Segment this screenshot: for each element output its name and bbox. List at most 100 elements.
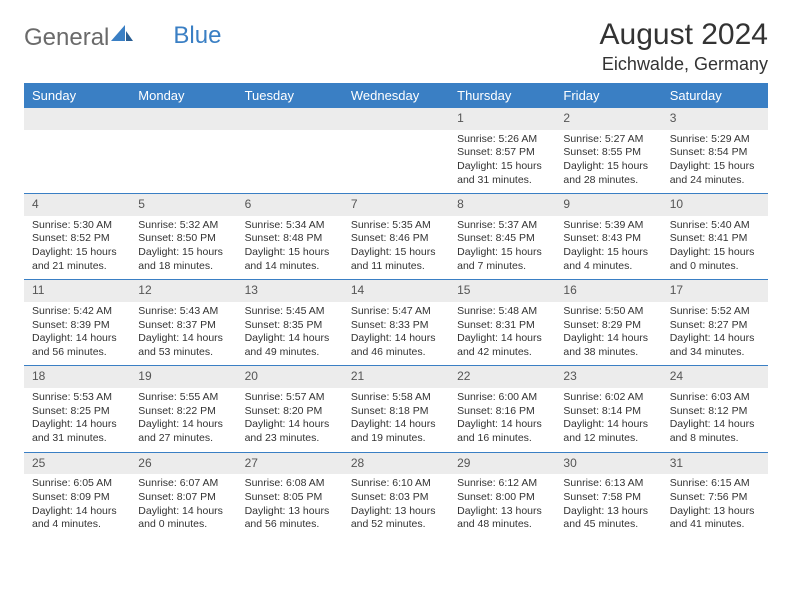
sunrise-line: Sunrise: 6:15 AM <box>670 477 760 491</box>
sunset-line: Sunset: 8:33 PM <box>351 319 441 333</box>
day-number-cell: 15 <box>449 280 555 302</box>
day-content-cell: Sunrise: 5:58 AMSunset: 8:18 PMDaylight:… <box>343 388 449 452</box>
day-number-cell: 12 <box>130 280 236 302</box>
sunset-line: Sunset: 8:25 PM <box>32 405 122 419</box>
daylight-line: Daylight: 15 hours and 11 minutes. <box>351 246 441 273</box>
day-content-cell: Sunrise: 6:00 AMSunset: 8:16 PMDaylight:… <box>449 388 555 452</box>
sunrise-line: Sunrise: 5:29 AM <box>670 133 760 147</box>
sunset-line: Sunset: 8:18 PM <box>351 405 441 419</box>
sunrise-line: Sunrise: 5:47 AM <box>351 305 441 319</box>
day-number-cell: 19 <box>130 366 236 388</box>
day-number-cell: 17 <box>662 280 768 302</box>
sunset-line: Sunset: 8:29 PM <box>563 319 653 333</box>
day-content-cell: Sunrise: 6:15 AMSunset: 7:56 PMDaylight:… <box>662 474 768 538</box>
sunrise-line: Sunrise: 5:45 AM <box>245 305 335 319</box>
sunrise-line: Sunrise: 6:10 AM <box>351 477 441 491</box>
sunset-line: Sunset: 8:37 PM <box>138 319 228 333</box>
day-number-cell: 16 <box>555 280 661 302</box>
day-content-cell <box>130 130 236 194</box>
sunrise-line: Sunrise: 5:35 AM <box>351 219 441 233</box>
day-content-cell: Sunrise: 6:13 AMSunset: 7:58 PMDaylight:… <box>555 474 661 538</box>
sunrise-line: Sunrise: 6:02 AM <box>563 391 653 405</box>
day-number-cell: 14 <box>343 280 449 302</box>
sunset-line: Sunset: 8:35 PM <box>245 319 335 333</box>
brand-part1: General <box>24 24 109 52</box>
day-content-cell: Sunrise: 5:39 AMSunset: 8:43 PMDaylight:… <box>555 216 661 280</box>
daylight-line: Daylight: 14 hours and 19 minutes. <box>351 418 441 445</box>
sunrise-line: Sunrise: 5:30 AM <box>32 219 122 233</box>
day-number-cell: 10 <box>662 194 768 216</box>
daylight-line: Daylight: 13 hours and 41 minutes. <box>670 505 760 532</box>
day-content-cell: Sunrise: 5:32 AMSunset: 8:50 PMDaylight:… <box>130 216 236 280</box>
sunrise-line: Sunrise: 6:07 AM <box>138 477 228 491</box>
sunset-line: Sunset: 8:03 PM <box>351 491 441 505</box>
daylight-line: Daylight: 13 hours and 56 minutes. <box>245 505 335 532</box>
day-content-cell: Sunrise: 5:57 AMSunset: 8:20 PMDaylight:… <box>237 388 343 452</box>
sunrise-line: Sunrise: 5:27 AM <box>563 133 653 147</box>
sunrise-line: Sunrise: 5:39 AM <box>563 219 653 233</box>
daylight-line: Daylight: 14 hours and 56 minutes. <box>32 332 122 359</box>
daylight-line: Daylight: 15 hours and 24 minutes. <box>670 160 760 187</box>
daylight-line: Daylight: 15 hours and 4 minutes. <box>563 246 653 273</box>
calendar-head: SundayMondayTuesdayWednesdayThursdayFrid… <box>24 83 768 108</box>
sunset-line: Sunset: 7:58 PM <box>563 491 653 505</box>
day-number-cell: 18 <box>24 366 130 388</box>
day-number-cell <box>237 108 343 130</box>
day-content-cell: Sunrise: 5:50 AMSunset: 8:29 PMDaylight:… <box>555 302 661 366</box>
daylight-line: Daylight: 14 hours and 8 minutes. <box>670 418 760 445</box>
daylight-line: Daylight: 14 hours and 4 minutes. <box>32 505 122 532</box>
sunrise-line: Sunrise: 6:00 AM <box>457 391 547 405</box>
sunset-line: Sunset: 8:52 PM <box>32 232 122 246</box>
header: General Blue August 2024 Eichwalde, Germ… <box>24 18 768 75</box>
sunset-line: Sunset: 8:41 PM <box>670 232 760 246</box>
sunset-line: Sunset: 8:09 PM <box>32 491 122 505</box>
sunset-line: Sunset: 8:45 PM <box>457 232 547 246</box>
sunset-line: Sunset: 8:54 PM <box>670 146 760 160</box>
sunrise-line: Sunrise: 5:57 AM <box>245 391 335 405</box>
sunset-line: Sunset: 8:05 PM <box>245 491 335 505</box>
day-header: Thursday <box>449 83 555 108</box>
sunrise-line: Sunrise: 6:13 AM <box>563 477 653 491</box>
sunset-line: Sunset: 8:00 PM <box>457 491 547 505</box>
sunset-line: Sunset: 8:48 PM <box>245 232 335 246</box>
day-content-cell: Sunrise: 5:48 AMSunset: 8:31 PMDaylight:… <box>449 302 555 366</box>
sunset-line: Sunset: 8:31 PM <box>457 319 547 333</box>
daylight-line: Daylight: 14 hours and 42 minutes. <box>457 332 547 359</box>
daylight-line: Daylight: 14 hours and 38 minutes. <box>563 332 653 359</box>
day-content-cell: Sunrise: 5:53 AMSunset: 8:25 PMDaylight:… <box>24 388 130 452</box>
title-block: August 2024 Eichwalde, Germany <box>600 18 768 75</box>
sunset-line: Sunset: 8:57 PM <box>457 146 547 160</box>
sunset-line: Sunset: 8:12 PM <box>670 405 760 419</box>
calendar-page: General Blue August 2024 Eichwalde, Germ… <box>0 0 792 556</box>
day-content-cell: Sunrise: 5:40 AMSunset: 8:41 PMDaylight:… <box>662 216 768 280</box>
daylight-line: Daylight: 15 hours and 7 minutes. <box>457 246 547 273</box>
daylight-line: Daylight: 15 hours and 31 minutes. <box>457 160 547 187</box>
day-content-cell: Sunrise: 5:37 AMSunset: 8:45 PMDaylight:… <box>449 216 555 280</box>
day-header: Tuesday <box>237 83 343 108</box>
calendar-table: SundayMondayTuesdayWednesdayThursdayFrid… <box>24 83 768 538</box>
day-number-cell: 11 <box>24 280 130 302</box>
day-number-cell: 13 <box>237 280 343 302</box>
sunset-line: Sunset: 8:20 PM <box>245 405 335 419</box>
day-content-cell: Sunrise: 5:45 AMSunset: 8:35 PMDaylight:… <box>237 302 343 366</box>
day-content-cell: Sunrise: 5:55 AMSunset: 8:22 PMDaylight:… <box>130 388 236 452</box>
daylight-line: Daylight: 14 hours and 0 minutes. <box>138 505 228 532</box>
daylight-line: Daylight: 15 hours and 0 minutes. <box>670 246 760 273</box>
day-content-cell: Sunrise: 5:52 AMSunset: 8:27 PMDaylight:… <box>662 302 768 366</box>
daylight-line: Daylight: 15 hours and 18 minutes. <box>138 246 228 273</box>
day-header: Saturday <box>662 83 768 108</box>
sunrise-line: Sunrise: 5:37 AM <box>457 219 547 233</box>
day-content-cell <box>343 130 449 194</box>
sunset-line: Sunset: 8:14 PM <box>563 405 653 419</box>
day-number-cell <box>343 108 449 130</box>
sunset-line: Sunset: 8:27 PM <box>670 319 760 333</box>
daylight-line: Daylight: 14 hours and 34 minutes. <box>670 332 760 359</box>
day-content-cell: Sunrise: 5:43 AMSunset: 8:37 PMDaylight:… <box>130 302 236 366</box>
day-content-cell: Sunrise: 6:12 AMSunset: 8:00 PMDaylight:… <box>449 474 555 538</box>
sunrise-line: Sunrise: 5:55 AM <box>138 391 228 405</box>
day-content-cell: Sunrise: 6:05 AMSunset: 8:09 PMDaylight:… <box>24 474 130 538</box>
day-content-cell: Sunrise: 6:03 AMSunset: 8:12 PMDaylight:… <box>662 388 768 452</box>
day-content-cell: Sunrise: 5:42 AMSunset: 8:39 PMDaylight:… <box>24 302 130 366</box>
sunrise-line: Sunrise: 5:52 AM <box>670 305 760 319</box>
day-number-cell: 25 <box>24 452 130 474</box>
